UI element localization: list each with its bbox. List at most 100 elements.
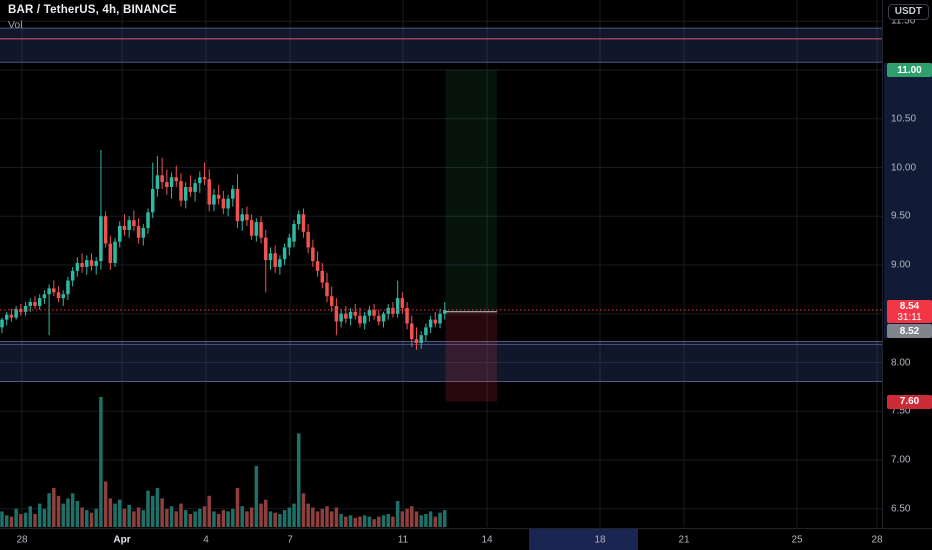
price-axis[interactable]: 11.50 10.50 10.00 9.50 9.00 8.00 7.50 7.00 6.50 … <box>882 0 932 528</box>
candle-body[interactable] <box>56 292 61 299</box>
candle-body[interactable] <box>99 216 103 262</box>
candle-body[interactable] <box>155 175 160 189</box>
candle-body[interactable] <box>296 214 301 225</box>
candle-body[interactable] <box>188 187 193 192</box>
candle-body[interactable] <box>33 302 37 306</box>
candle-body[interactable] <box>132 220 136 226</box>
candle-body[interactable] <box>122 226 127 230</box>
candle-body[interactable] <box>334 305 339 322</box>
candle-body[interactable] <box>146 212 150 228</box>
symbol-title[interactable]: BAR / TetherUS, 4h, BINANCE <box>8 4 177 16</box>
candle-body[interactable] <box>245 214 249 221</box>
candle-body[interactable] <box>179 181 183 201</box>
candle-body[interactable] <box>259 222 263 238</box>
candle-body[interactable] <box>391 307 395 314</box>
candle-body[interactable] <box>42 294 47 299</box>
candle-body[interactable] <box>353 311 358 316</box>
candle-body[interactable] <box>433 319 438 324</box>
candle-body[interactable] <box>311 247 315 262</box>
candle-body[interactable] <box>52 288 56 293</box>
candle-body[interactable] <box>400 298 405 308</box>
candle-body[interactable] <box>103 216 108 244</box>
candle-body[interactable] <box>80 263 84 267</box>
candle-body[interactable] <box>377 315 381 322</box>
candle-body[interactable] <box>61 294 65 299</box>
candle-body[interactable] <box>424 327 428 336</box>
candle-body[interactable] <box>268 253 273 261</box>
candle-body[interactable] <box>344 313 348 319</box>
zone-rectangle[interactable] <box>0 28 882 63</box>
candle-body[interactable] <box>301 214 306 232</box>
candle-body[interactable] <box>216 194 221 199</box>
candle-body[interactable] <box>174 177 179 182</box>
candle-body[interactable] <box>160 175 164 183</box>
candle-body[interactable] <box>89 260 94 266</box>
candle-body[interactable] <box>249 220 254 236</box>
volume-indicator-label[interactable]: Vol <box>8 19 23 31</box>
candle-body[interactable] <box>348 311 353 319</box>
candle-body[interactable] <box>136 226 141 238</box>
candle-body[interactable] <box>198 177 202 184</box>
candle-body[interactable] <box>264 237 268 261</box>
candle-body[interactable] <box>169 177 174 187</box>
candle-body[interactable] <box>442 309 447 314</box>
candle-body[interactable] <box>94 261 98 266</box>
candle-body[interactable] <box>4 314 9 320</box>
candle-body[interactable] <box>254 222 259 236</box>
long-position-profit-zone[interactable] <box>445 70 498 312</box>
candle-body[interactable] <box>165 182 169 187</box>
candle-body[interactable] <box>372 309 376 316</box>
candle-body[interactable] <box>325 282 329 297</box>
candle-body[interactable] <box>202 177 207 180</box>
candle-body[interactable] <box>292 224 296 242</box>
candle-body[interactable] <box>47 288 51 295</box>
candle-body[interactable] <box>367 309 372 316</box>
candle-body[interactable] <box>23 305 28 312</box>
candle-body[interactable] <box>108 243 113 264</box>
candle-body[interactable] <box>287 237 292 248</box>
candle-body[interactable] <box>150 188 155 213</box>
candle-body[interactable] <box>405 307 409 324</box>
candle-body[interactable] <box>0 319 4 328</box>
time-axis[interactable]: 28 Apr 4 7 11 14 18 21 25 28 <box>0 528 932 550</box>
candle-body[interactable] <box>320 270 325 283</box>
candle-body[interactable] <box>329 296 334 306</box>
candle-body[interactable] <box>306 231 310 248</box>
zone-rectangle[interactable] <box>0 341 882 382</box>
candle-body[interactable] <box>183 187 188 201</box>
candle-body[interactable] <box>428 319 433 328</box>
long-position-loss-zone[interactable] <box>445 311 498 402</box>
candle-body[interactable] <box>339 313 343 322</box>
candle-body[interactable] <box>362 315 367 324</box>
candle-body[interactable] <box>438 313 442 324</box>
candle-body[interactable] <box>231 188 235 199</box>
candle-body[interactable] <box>410 323 414 340</box>
candle-body[interactable] <box>240 214 244 222</box>
candle-body[interactable] <box>207 179 211 205</box>
candle-body[interactable] <box>414 339 419 343</box>
currency-toggle-button[interactable]: USDT <box>887 4 929 20</box>
candle-body[interactable] <box>212 194 216 205</box>
candle-body[interactable] <box>395 298 400 314</box>
candle-body[interactable] <box>273 253 277 267</box>
candle-body[interactable] <box>37 298 42 306</box>
candle-body[interactable] <box>358 315 362 324</box>
candle-body[interactable] <box>75 263 80 271</box>
candle-body[interactable] <box>193 183 197 192</box>
candle-body[interactable] <box>85 260 89 267</box>
candle-body[interactable] <box>282 247 287 260</box>
candle-body[interactable] <box>141 227 146 238</box>
candle-body[interactable] <box>226 198 230 209</box>
candle-body[interactable] <box>381 313 386 322</box>
candle-body[interactable] <box>14 308 18 318</box>
candle-body[interactable] <box>386 307 390 314</box>
candle-body[interactable] <box>9 314 14 318</box>
candle-body[interactable] <box>70 270 75 281</box>
candle-body[interactable] <box>278 259 282 267</box>
candle-body[interactable] <box>419 335 423 343</box>
candle-body[interactable] <box>315 261 320 271</box>
candle-body[interactable] <box>127 220 131 230</box>
candle-body[interactable] <box>66 280 70 295</box>
candle-body[interactable] <box>221 198 226 209</box>
